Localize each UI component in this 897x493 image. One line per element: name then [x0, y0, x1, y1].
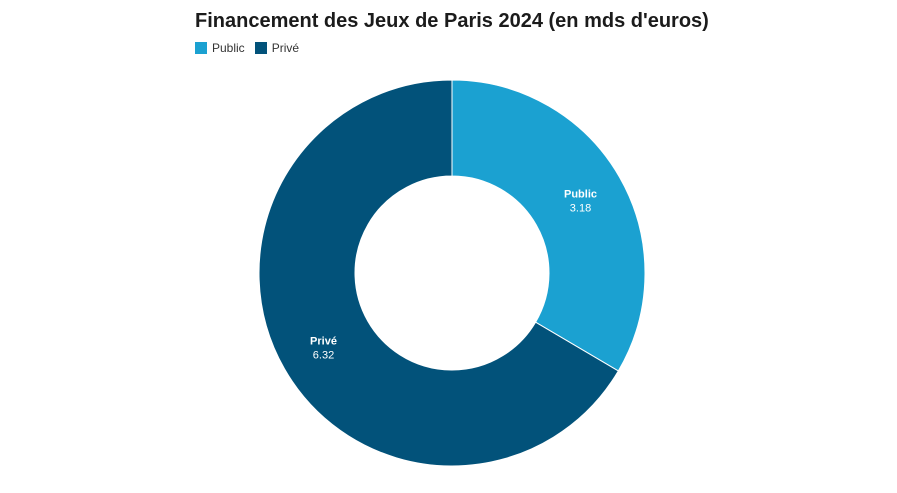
- legend: Public Privé: [195, 41, 309, 55]
- slice-public[interactable]: [451, 79, 646, 372]
- slice-value-prive: 6.32: [313, 349, 334, 361]
- legend-swatch-public: [195, 42, 207, 54]
- legend-item-public[interactable]: Public: [195, 41, 245, 55]
- slice-prive[interactable]: [258, 79, 619, 467]
- legend-swatch-prive: [254, 42, 267, 54]
- slice-label-prive: Privé: [310, 335, 337, 347]
- slice-value-public: 3.18: [570, 203, 591, 215]
- legend-item-prive[interactable]: Privé: [254, 41, 300, 55]
- slice-label-public: Public: [564, 189, 597, 201]
- legend-label-public: Public: [212, 41, 245, 55]
- legend-label-prive: Privé: [271, 41, 300, 55]
- chart-title: Financement des Jeux de Paris 2024 (en m…: [195, 10, 709, 32]
